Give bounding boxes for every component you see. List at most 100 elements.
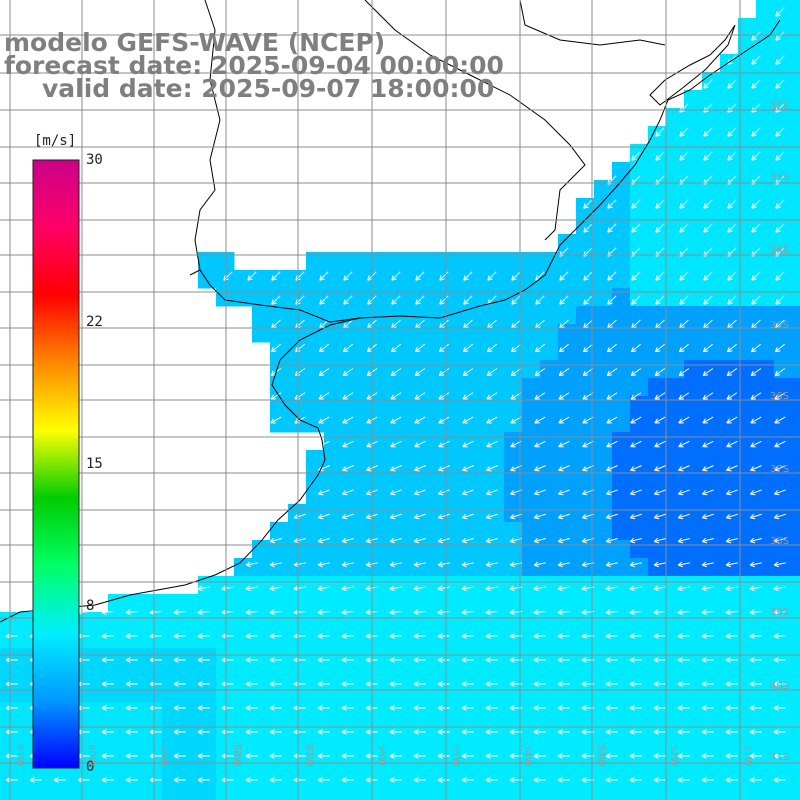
wind-speed-cell	[540, 558, 559, 577]
wind-speed-cell	[576, 396, 595, 415]
wind-arrow	[389, 705, 402, 711]
wind-speed-cell	[432, 594, 451, 613]
wind-speed-cell	[666, 720, 685, 739]
wind-speed-cell	[450, 630, 469, 649]
wind-speed-cell	[468, 792, 487, 800]
wind-speed-cell	[252, 738, 271, 757]
wind-speed-cell	[324, 702, 343, 721]
wind-speed-cell	[504, 594, 523, 613]
wind-arrow	[125, 729, 138, 735]
wind-speed-cell	[396, 702, 415, 721]
wind-speed-cell	[648, 234, 667, 253]
wind-arrow	[725, 705, 738, 711]
longitude-label: 61W	[14, 744, 25, 767]
wind-speed-cell	[540, 702, 559, 721]
wind-arrow	[269, 657, 282, 663]
wind-speed-cell	[450, 252, 469, 271]
wind-arrow	[774, 440, 786, 448]
wind-speed-cell	[126, 756, 145, 775]
wind-speed-cell	[756, 414, 775, 433]
wind-speed-cell	[684, 198, 703, 217]
wind-arrow	[557, 489, 570, 496]
wind-arrow	[533, 537, 546, 544]
wind-arrow	[485, 657, 498, 663]
wind-speed-cell	[342, 558, 361, 577]
wind-speed-cell	[126, 774, 145, 793]
wind-speed-cell	[306, 486, 325, 505]
wind-arrow	[725, 513, 738, 520]
wind-arrow	[701, 513, 714, 520]
wind-speed-cell	[324, 666, 343, 685]
wind-arrow	[631, 271, 641, 281]
wind-speed-cell	[684, 684, 703, 703]
wind-arrow	[341, 633, 355, 639]
wind-arrow	[461, 657, 474, 663]
wind-speed-cell	[324, 558, 343, 577]
wind-speed-cell	[756, 720, 775, 739]
wind-arrow	[679, 199, 689, 209]
wind-speed-cell	[324, 612, 343, 631]
wind-speed-cell	[414, 324, 433, 343]
wind-speed-cell	[252, 612, 271, 631]
wind-arrow	[269, 753, 282, 759]
wind-arrow	[773, 705, 786, 711]
wind-arrow	[342, 440, 354, 448]
wind-arrow	[439, 271, 449, 281]
wind-speed-cell	[18, 648, 37, 667]
wind-speed-cell	[522, 666, 541, 685]
wind-speed-cell	[468, 702, 487, 721]
wind-speed-cell	[774, 378, 793, 397]
wind-speed-cell	[522, 306, 541, 325]
wind-speed-cell	[252, 702, 271, 721]
wind-speed-cell	[756, 270, 775, 289]
wind-arrow	[413, 561, 426, 568]
wind-arrow	[701, 489, 714, 496]
wind-speed-cell	[720, 774, 739, 793]
wind-speed-cell	[162, 792, 181, 800]
wind-speed-cell	[378, 774, 397, 793]
wind-speed-cell	[774, 306, 793, 325]
wind-speed-cell	[720, 612, 739, 631]
wind-speed-cell	[702, 792, 721, 800]
wind-speed-cell	[594, 234, 613, 253]
wind-arrow	[318, 368, 330, 377]
wind-speed-cell	[108, 648, 127, 667]
wind-arrow	[390, 440, 402, 448]
wind-speed-cell	[756, 162, 775, 181]
wind-speed-cell	[630, 378, 649, 397]
latitude-label: 33S	[770, 172, 790, 183]
wind-speed-cell	[378, 702, 397, 721]
wind-arrow	[438, 343, 449, 353]
wind-speed-cell	[558, 432, 577, 451]
wind-speed-cell	[378, 612, 397, 631]
wind-speed-cell	[540, 684, 559, 703]
wind-arrow	[438, 368, 450, 377]
wind-speed-cell	[594, 396, 613, 415]
wind-speed-cell	[396, 756, 415, 775]
wind-arrow	[389, 681, 402, 687]
wind-speed-cell	[162, 594, 181, 613]
wind-speed-cell	[540, 630, 559, 649]
wind-speed-cell	[486, 504, 505, 523]
wind-speed-cell	[450, 756, 469, 775]
wind-speed-cell	[648, 612, 667, 631]
wind-speed-cell	[738, 270, 757, 289]
wind-speed-cell	[540, 468, 559, 487]
wind-speed-cell	[648, 684, 667, 703]
wind-speed-cell	[576, 324, 595, 343]
wind-speed-cell	[576, 234, 595, 253]
wind-arrow	[462, 465, 474, 472]
wind-speed-cell	[396, 288, 415, 307]
wind-arrow	[342, 368, 354, 377]
wind-arrow	[679, 127, 689, 137]
wind-speed-cell	[684, 270, 703, 289]
wind-speed-cell	[756, 72, 775, 91]
wind-speed-cell	[90, 774, 109, 793]
wind-speed-cell	[378, 666, 397, 685]
wind-speed-cell	[684, 594, 703, 613]
wind-speed-cell	[774, 18, 793, 37]
wind-speed-cell	[126, 792, 145, 800]
wind-speed-cell	[612, 756, 631, 775]
wind-speed-cell	[540, 360, 559, 379]
wind-arrow	[485, 609, 499, 615]
